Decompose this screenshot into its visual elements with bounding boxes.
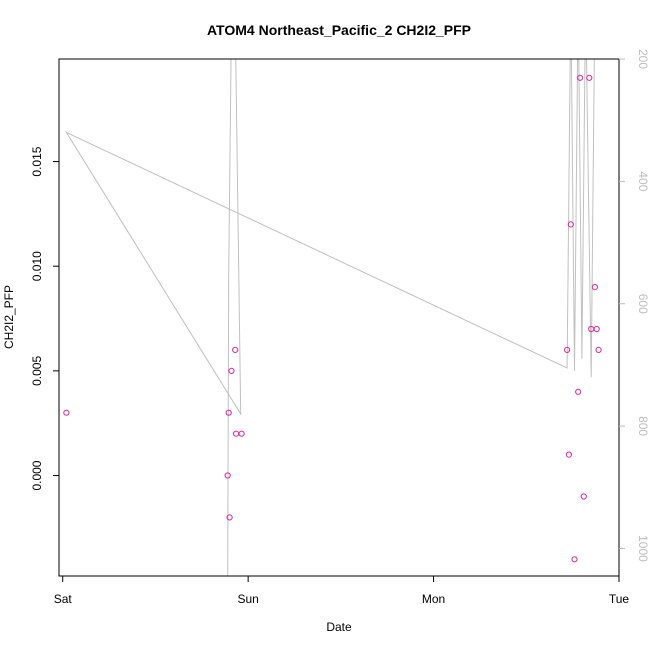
x-axis: Sat Sun Mon Tue [54, 576, 630, 606]
x-tick-label: Tue [609, 592, 630, 606]
data-point [575, 388, 582, 395]
x-tick-label: Mon [422, 592, 445, 606]
data-point [571, 556, 578, 563]
data-point [63, 409, 70, 416]
x-axis-label: Date [326, 620, 352, 634]
series-line [65, 59, 595, 576]
data-point [233, 430, 240, 437]
y2-tick-label: 800 [636, 416, 650, 436]
data-point [577, 74, 584, 81]
data-point [224, 472, 231, 479]
y-tick-label: 0.005 [30, 356, 44, 386]
data-point [567, 221, 574, 228]
data-point [226, 514, 233, 521]
y-tick-label: 0.015 [30, 146, 44, 176]
y2-tick-label: 400 [636, 171, 650, 191]
y2-tick-label: 1000 [636, 535, 650, 562]
line-layer [65, 59, 595, 576]
y-tick-label: 0.010 [30, 251, 44, 281]
data-point [591, 284, 599, 291]
plot-frame [58, 58, 620, 577]
chart-title: ATOM4 Northeast_Pacific_2 CH2I2_PFP [207, 22, 471, 38]
data-point [232, 346, 239, 353]
data-point [565, 451, 573, 458]
data-point [564, 346, 571, 353]
data-point [225, 409, 232, 416]
y2-tick-label: 600 [636, 294, 650, 314]
data-point [228, 367, 235, 374]
data-point [580, 493, 587, 500]
y-axis: 0.000 0.005 0.010 0.015 [30, 146, 59, 491]
y-axis-label: CH2I2_PFP [2, 285, 16, 349]
x-tick-label: Sun [237, 592, 258, 606]
point-layer [63, 74, 602, 563]
data-point [593, 325, 600, 333]
y2-tick-label: 200 [636, 49, 650, 69]
data-point [238, 430, 245, 437]
y2-axis: 200 400 600 800 1000 [619, 49, 650, 562]
data-point [595, 346, 602, 353]
y-tick-label: 0.000 [30, 460, 44, 490]
x-tick-label: Sat [54, 592, 73, 606]
data-point [586, 74, 593, 81]
